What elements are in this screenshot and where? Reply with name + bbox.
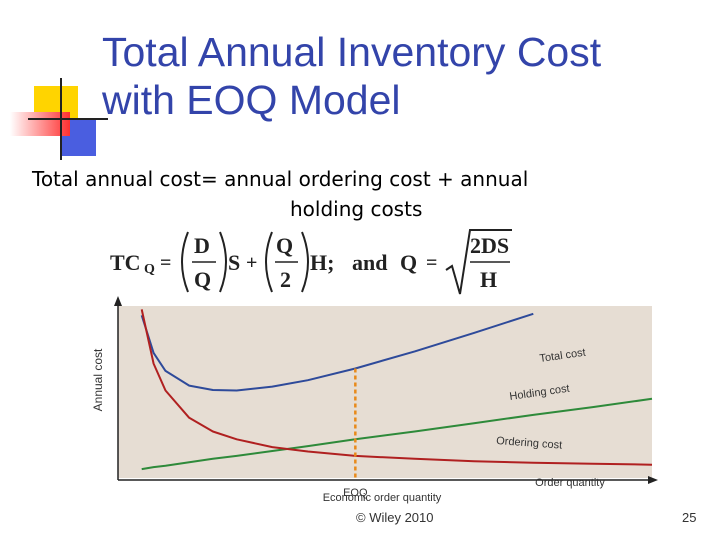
formula-frac2-den: 2 [280, 267, 291, 292]
y-axis-arrow [114, 296, 122, 306]
title-line-2: with EOQ Model [102, 77, 401, 123]
formula-s: S [228, 250, 240, 275]
formula-paren-open-2 [265, 231, 273, 293]
formula-frac2-num: Q [276, 233, 293, 258]
formula-paren-close-2 [301, 231, 309, 293]
formula-and: and [352, 250, 387, 275]
formula-tc: TC [110, 250, 141, 275]
copyright: © Wiley 2010 [356, 510, 434, 525]
subtitle-line-1: Total annual cost= annual ordering cost … [32, 167, 529, 191]
formula-sqrt-sign [445, 229, 512, 295]
ordering-cost-label: Ordering cost [496, 435, 563, 452]
formula-frac1-den: Q [194, 267, 211, 292]
ordering-cost-line [140, 309, 653, 466]
formula-tc-sub: Q [144, 262, 155, 277]
formula-eq2: = [426, 252, 437, 274]
formula-paren-open-1 [181, 231, 189, 293]
x-axis-label: Order quantity [535, 477, 605, 489]
y-axis-label: Annual cost [91, 348, 105, 411]
formula-frac1-num: D [194, 233, 210, 258]
formula-paren-close-1 [219, 231, 227, 293]
formula-q: Q [400, 250, 417, 275]
eoq-caption: Economic order quantity [323, 492, 442, 504]
slide-subtitle: Total annual cost= annual ordering cost … [20, 164, 700, 224]
total-cost-line [140, 312, 534, 392]
page-number: 25 [682, 510, 697, 525]
formula-plus: + [246, 252, 257, 274]
formula-h: H; [310, 250, 334, 275]
formula-eq1: = [160, 252, 171, 274]
plot-background [118, 306, 652, 478]
eoq-label: EOQ [343, 487, 368, 499]
eoq-formula: TC Q = D Q S + Q 2 H; and Q = 2DS H [110, 229, 512, 295]
x-axis-arrow [648, 476, 658, 484]
slide-title: Total Annual Inventory Cost with EOQ Mod… [102, 28, 702, 124]
title-line-1: Total Annual Inventory Cost [102, 29, 602, 75]
deco-horizontal-line [28, 118, 108, 120]
formula-sqrt-den: H [480, 267, 497, 292]
formula-sqrt-num: 2DS [470, 233, 509, 258]
series-layer [140, 309, 653, 471]
subtitle-line-2: holding costs [290, 197, 423, 221]
